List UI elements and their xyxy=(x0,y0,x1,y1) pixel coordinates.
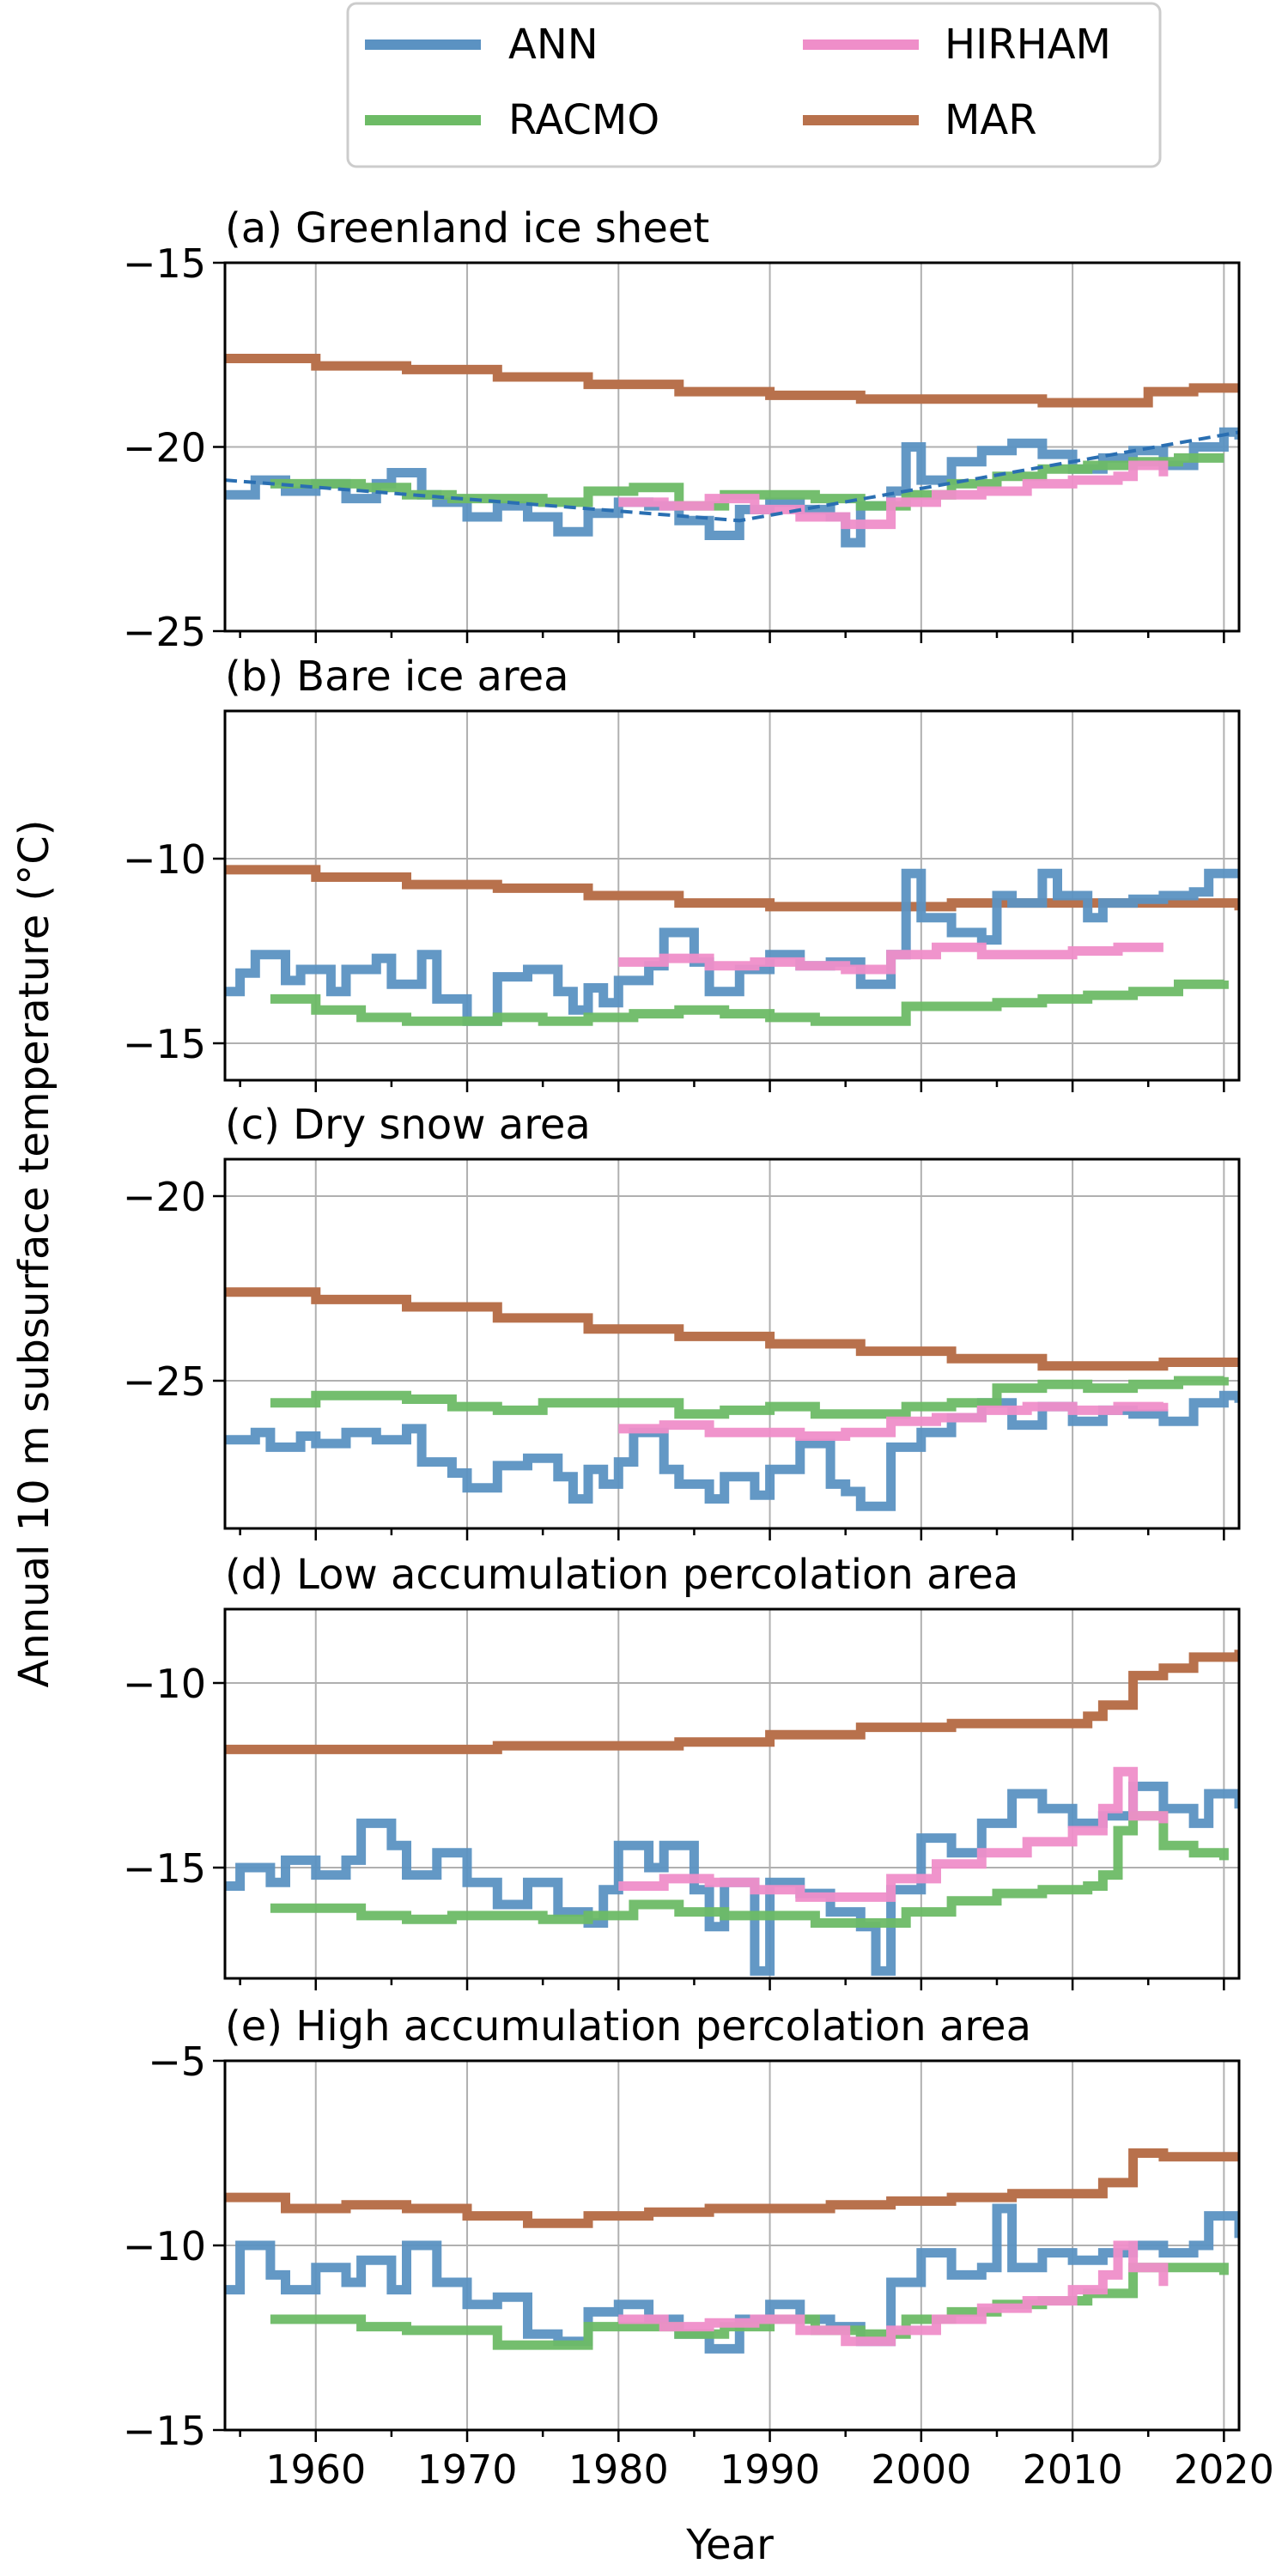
legend: ANN RACMO HIRHAM MAR xyxy=(346,2,1162,168)
x-tick-label: 2010 xyxy=(1023,2446,1123,2493)
x-tick-label: 1960 xyxy=(265,2446,366,2493)
series-group xyxy=(225,865,1239,1026)
legend-label-racmo: RACMO xyxy=(508,96,659,144)
y-tick-label: −10 xyxy=(123,2223,206,2269)
series-group xyxy=(225,1649,1239,1976)
series-line-hirham xyxy=(618,942,1163,975)
y-tick-label: −10 xyxy=(123,836,206,883)
series-line-ann-trend xyxy=(225,430,1239,523)
panel-title: (a) Greenland ice sheet xyxy=(225,204,709,252)
panels: −25 −20 −15 (a) Greenland ice sheet −15 −10 (b… xyxy=(123,204,1274,2493)
y-tick-label: −15 xyxy=(123,240,206,287)
x-tick-label: 2020 xyxy=(1174,2446,1274,2493)
panel-5: −15 −10 −5 (e) High accumulation percolatio… xyxy=(123,2002,1274,2493)
series-line-racmo xyxy=(270,453,1224,511)
series-line-ann xyxy=(225,2203,1239,2354)
series-line-hirham xyxy=(618,1401,1169,1441)
plot-frame xyxy=(223,709,1241,1082)
y-tick-label: −10 xyxy=(123,1661,206,1707)
panel-3: −25 −20 (c) Dry snow area xyxy=(123,1101,1241,1540)
plot-frame xyxy=(223,261,1241,633)
series-line-ann xyxy=(225,1781,1239,1976)
legend-label-hirham: HIRHAM xyxy=(945,21,1111,69)
y-tick-label: −20 xyxy=(123,1174,206,1220)
y-axis-label: Annual 10 m subsurface temperature (°C) xyxy=(10,820,58,1688)
series-line-racmo xyxy=(270,2263,1229,2350)
legend-label-ann: ANN xyxy=(508,21,598,69)
panel-title: (e) High accumulation percolation area xyxy=(225,2002,1031,2050)
y-tick-label: −15 xyxy=(123,1845,206,1892)
plot-frame xyxy=(223,1607,1241,1980)
panel-4: −15 −10 (d) Low accumulation percolation a… xyxy=(123,1551,1241,1990)
x-tick-label: 2000 xyxy=(871,2446,971,2493)
legend-box xyxy=(346,2,1162,168)
legend-label-mar: MAR xyxy=(945,96,1037,144)
series-line-racmo xyxy=(270,979,1229,1026)
x-tick-label: 1980 xyxy=(568,2446,669,2493)
y-tick-label: −15 xyxy=(123,2408,206,2454)
plot-frame xyxy=(223,2059,1241,2432)
series-line-mar xyxy=(225,354,1239,408)
series-line-mar xyxy=(225,2148,1239,2228)
y-tick-label: −25 xyxy=(123,609,206,655)
panel-title: (d) Low accumulation percolation area xyxy=(225,1551,1018,1599)
y-tick-label: −20 xyxy=(123,425,206,471)
series-group xyxy=(225,2148,1239,2354)
series-line-hirham xyxy=(618,460,1169,530)
series-group xyxy=(225,1287,1239,1511)
x-axis-label: Year xyxy=(685,2521,774,2569)
x-tick-label: 1970 xyxy=(416,2446,517,2493)
series-line-mar xyxy=(225,1287,1239,1371)
plot-frame xyxy=(223,1157,1241,1530)
panel-title: (b) Bare ice area xyxy=(225,653,569,701)
y-tick-label: −5 xyxy=(148,2038,206,2085)
panel-title: (c) Dry snow area xyxy=(225,1101,591,1149)
y-tick-label: −25 xyxy=(123,1358,206,1405)
panel-1: −25 −20 −15 (a) Greenland ice sheet xyxy=(123,204,1241,655)
series-line-hirham xyxy=(618,1766,1169,1902)
series-line-mar xyxy=(225,1649,1239,1754)
panel-2: −15 −10 (b) Bare ice area xyxy=(123,653,1241,1092)
series-line-racmo xyxy=(270,1376,1229,1419)
y-tick-label: −15 xyxy=(123,1021,206,1067)
series-line-hirham xyxy=(618,2240,1169,2347)
series-group xyxy=(225,354,1239,548)
series-line-racmo xyxy=(270,1811,1229,1928)
x-tick-label: 1990 xyxy=(720,2446,820,2493)
